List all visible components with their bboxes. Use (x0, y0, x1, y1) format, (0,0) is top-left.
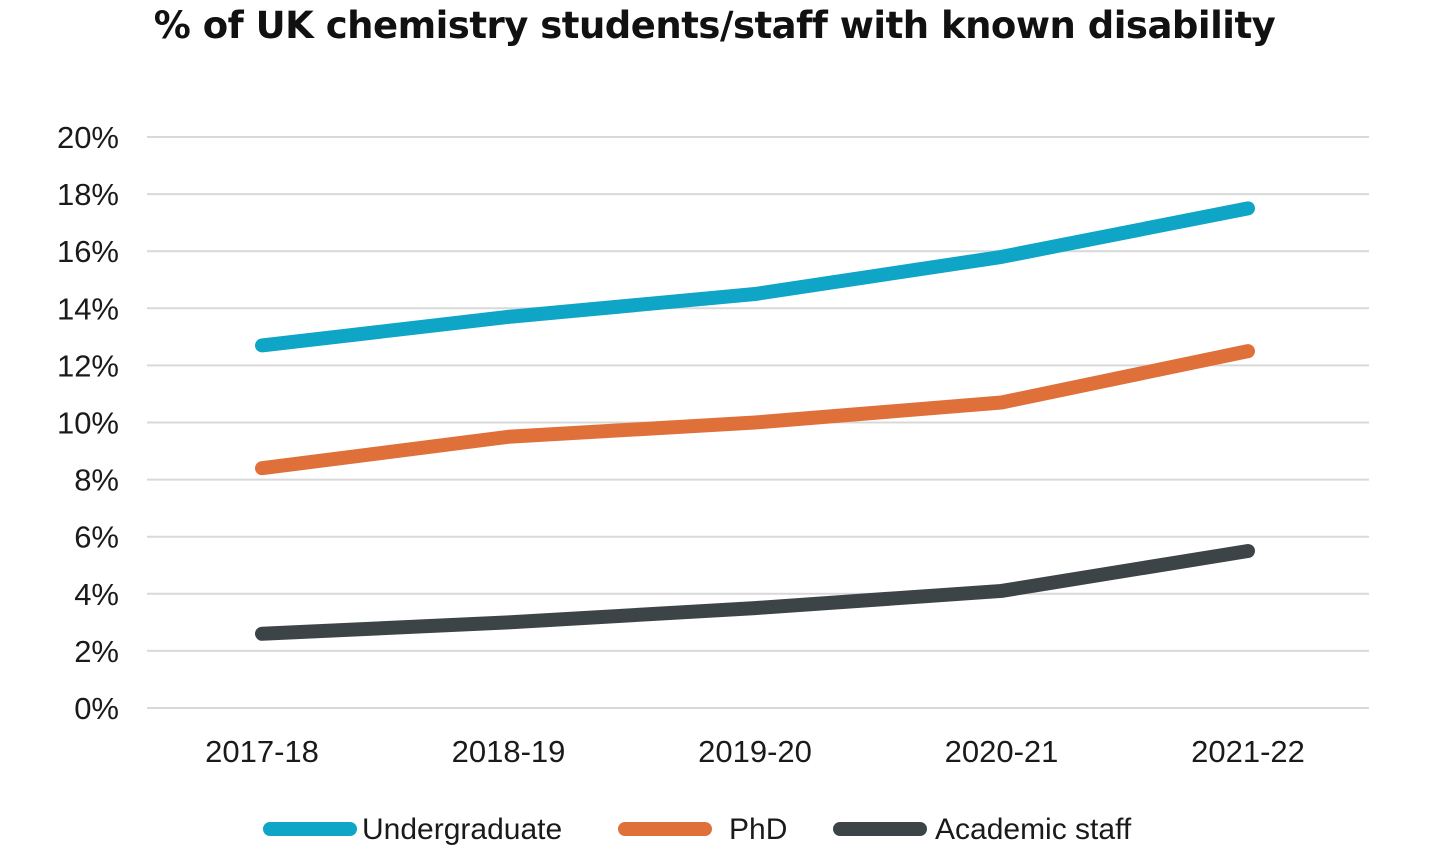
data-point (754, 293, 756, 296)
y-tick-label: 12% (57, 348, 119, 383)
y-tick-label: 0% (74, 691, 119, 726)
legend-label: PhD (729, 813, 787, 846)
series-lines (255, 201, 1255, 641)
y-tick-label: 8% (74, 463, 119, 498)
data-point (1247, 350, 1249, 353)
chart-title: % of UK chemistry students/staff with kn… (153, 4, 1276, 47)
series-line-academic-staff (255, 543, 1255, 641)
legend-label: Academic staff (935, 813, 1132, 846)
data-point (1000, 401, 1003, 404)
data-point (754, 421, 756, 424)
legend: Undergraduate PhD Academic staff (263, 813, 1132, 846)
x-tick-label: 2017-18 (205, 734, 319, 769)
data-point (507, 435, 510, 438)
data-point (507, 621, 510, 624)
y-tick-label: 2% (74, 634, 119, 669)
legend-label: Undergraduate (362, 813, 562, 846)
y-axis-ticks: 0% 2% 4% 6% 8% 10% 12% 14% 16% 18% 20% (57, 120, 119, 726)
y-tick-label: 16% (57, 234, 119, 269)
y-tick-label: 18% (57, 177, 119, 212)
data-point (754, 607, 756, 610)
data-point (261, 344, 263, 347)
y-tick-label: 4% (74, 577, 119, 612)
data-point (261, 467, 263, 470)
y-tick-label: 10% (57, 406, 119, 441)
data-point (261, 632, 263, 635)
data-point (1247, 207, 1249, 210)
gridlines (147, 136, 1369, 709)
x-tick-label: 2020-21 (945, 734, 1059, 769)
x-axis-ticks: 2017-18 2018-19 2019-20 2020-21 2021-22 (205, 734, 1305, 769)
y-tick-label: 20% (57, 120, 119, 155)
series-line-undergraduate (255, 201, 1255, 353)
x-tick-label: 2018-19 (452, 734, 566, 769)
x-tick-label: 2019-20 (698, 734, 812, 769)
data-point (1000, 255, 1003, 258)
series-line-phd (255, 344, 1255, 476)
x-tick-label: 2021-22 (1191, 734, 1305, 769)
y-tick-label: 14% (57, 291, 119, 326)
data-point (507, 315, 510, 318)
data-point (1247, 549, 1249, 552)
data-point (1000, 589, 1003, 592)
y-tick-label: 6% (74, 520, 119, 555)
